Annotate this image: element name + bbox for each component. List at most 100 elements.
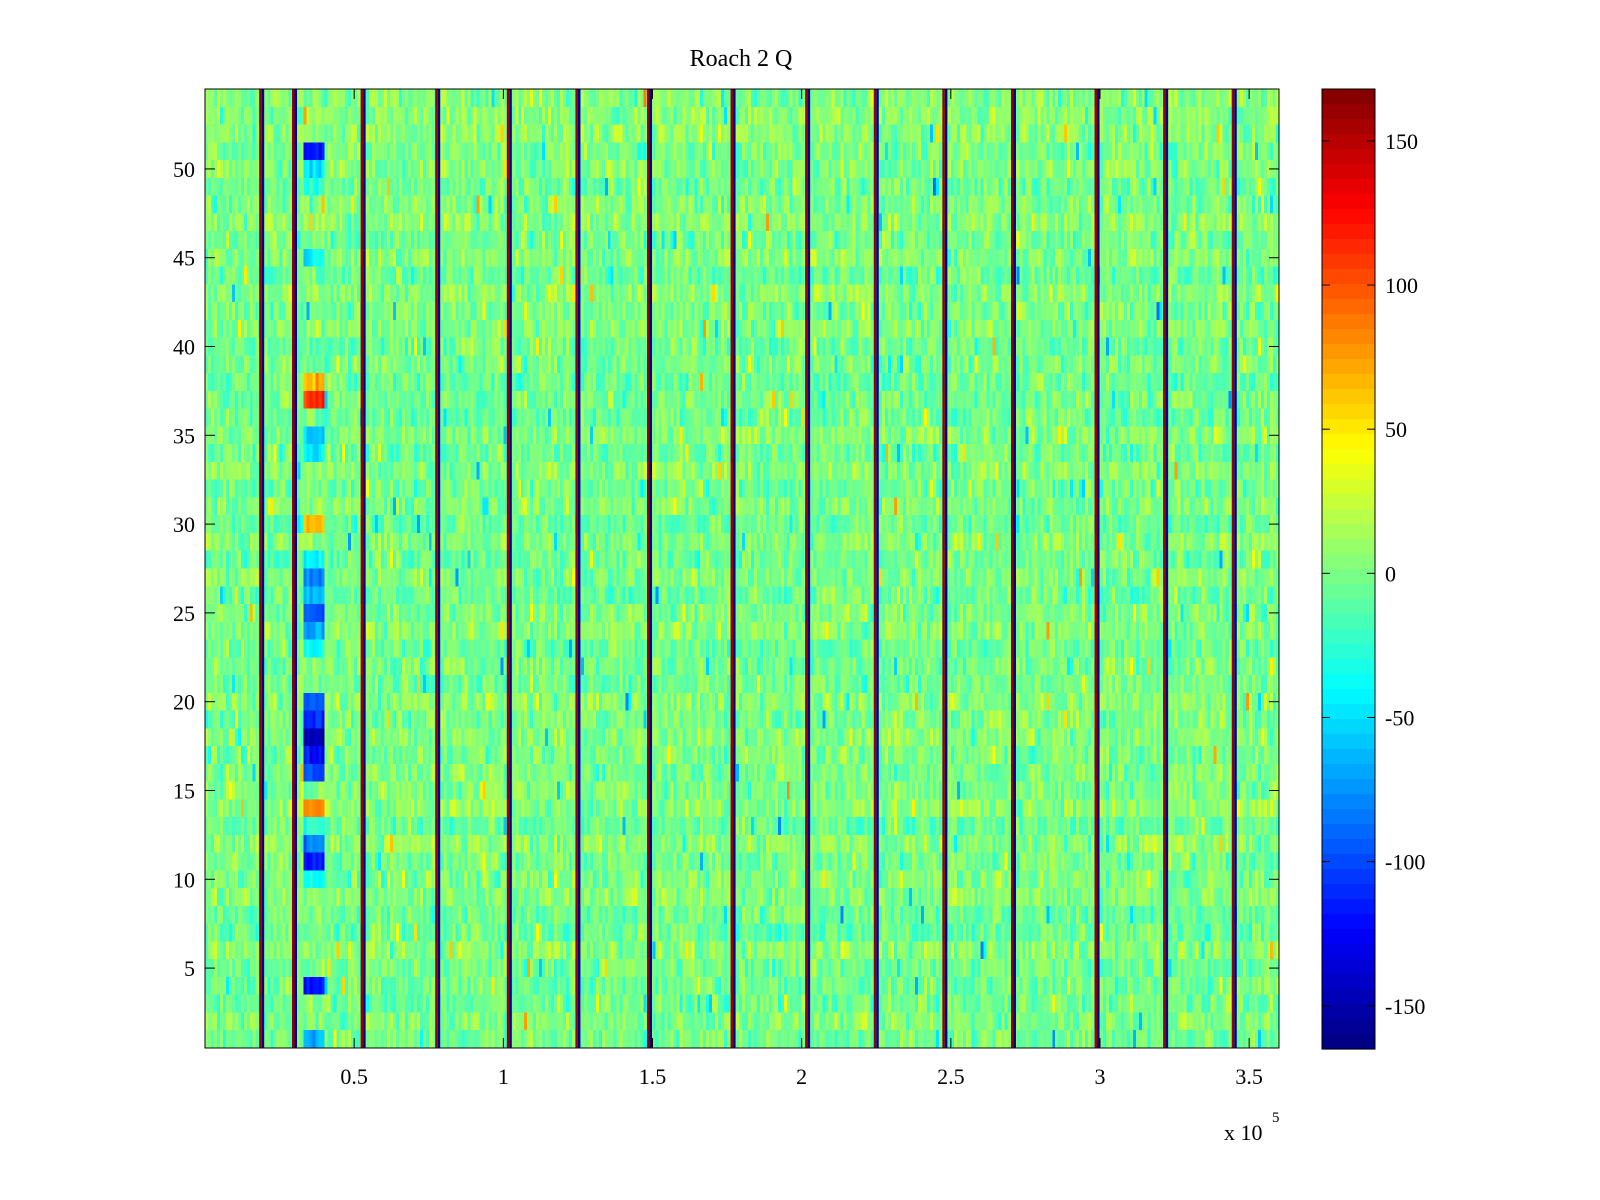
y-tick-label: 35 [173,423,195,448]
chart-title: Roach 2 Q [690,46,793,72]
colorbar-step [1322,884,1375,900]
colorbar-step [1322,464,1375,480]
x-tick-label: 3.5 [1235,1064,1263,1089]
colorbar-step [1322,389,1375,405]
stripe-7-blue [733,89,736,1048]
y-tick-label: 30 [173,512,195,537]
colorbar-tick-label: -50 [1385,705,1414,730]
colorbar-step [1322,509,1375,525]
y-tick-label: 25 [173,601,195,626]
colorbar-step [1322,614,1375,630]
colorbar-step [1322,749,1375,765]
colorbar-step [1322,329,1375,345]
colorbar-tick-label: 100 [1385,273,1418,298]
colorbar-step [1322,779,1375,795]
y-tick-label: 15 [173,778,195,803]
colorbar-step [1322,674,1375,690]
colorbar-step [1322,209,1375,225]
x-axis: 0.5 1 1.5 2 2.5 3 3.5 [340,89,1263,1089]
stripe-9-blue [876,89,879,1048]
stripe-4-blue [509,89,512,1048]
stripe-6-blue [649,89,653,1048]
colorbar-step [1322,224,1375,240]
colorbar-step [1322,944,1375,960]
colorbar-step [1322,914,1375,930]
x-tick-label: 1 [498,1064,509,1089]
stripe-2-blue [363,89,366,1048]
stripe-11-red [1010,89,1014,1048]
stripe-10-red [942,89,945,1048]
stripe-3-blue [437,89,441,1048]
stripe-6-red [647,89,650,1048]
colorbar-step [1322,554,1375,570]
stripe-2-red [360,89,364,1048]
colorbar-step [1322,599,1375,615]
stripe-13-red [1163,89,1166,1048]
colorbar [1321,88,1376,1050]
x-tick-label: 0.5 [340,1064,368,1089]
y-tick-label: 50 [173,157,195,182]
colorbar-step [1322,524,1375,540]
colorbar-step [1322,839,1375,855]
x-tick-label: 3 [1095,1064,1106,1089]
stripe-11-blue [1013,89,1016,1048]
colorbar-step [1322,704,1375,720]
colorbar-step [1322,104,1375,120]
colorbar-axis: 150 100 50 0 -50 -100 -150 [1322,129,1425,1019]
colorbar-step [1322,974,1375,990]
colorbar-step [1322,299,1375,315]
y-tick-label: 10 [173,867,195,892]
colorbar-step [1322,1019,1375,1035]
colorbar-step [1322,269,1375,285]
colorbar-step [1322,314,1375,330]
colorbar-step [1322,149,1375,165]
colorbar-step [1322,359,1375,375]
colorbar-step [1322,794,1375,810]
colorbar-step [1322,539,1375,555]
colorbar-step [1322,929,1375,945]
colorbar-step [1322,689,1375,705]
stripe-9-red [873,89,877,1048]
x-multiplier-label: x 10 [1224,1120,1263,1145]
colorbar-step [1322,989,1375,1005]
colorbar-step [1322,239,1375,255]
colorbar-tick-label: 0 [1385,561,1396,586]
colorbar-step [1322,584,1375,600]
y-tick-label: 45 [173,246,195,271]
colorbar-step [1322,644,1375,660]
stripe-1-blue [294,89,297,1048]
colorbar-step [1322,959,1375,975]
stripe-12-blue [1097,89,1100,1048]
colorbar-step [1322,254,1375,270]
colorbar-step [1322,494,1375,510]
y-axis: 5 10 15 20 25 30 35 40 45 50 [173,157,1279,981]
colorbar-step [1322,854,1375,870]
colorbar-step [1322,284,1375,300]
colorbar-step [1322,569,1375,585]
plot-frame [204,88,1280,1049]
x-multiplier-exponent: 5 [1272,1110,1280,1126]
colorbar-step [1322,374,1375,390]
colorbar-step [1322,164,1375,180]
colorbar-step [1322,809,1375,825]
colorbar-tick-label: -100 [1385,850,1425,875]
colorbar-step [1322,449,1375,465]
stripe-5-blue [577,89,581,1048]
stripe-7-red [730,89,734,1048]
stripe-3-red [435,89,438,1048]
colorbar-step [1322,734,1375,750]
colorbar-step [1322,869,1375,885]
heatmap-image [205,89,1279,1048]
stripe-12-red [1094,89,1098,1048]
colorbar-frame [1321,88,1376,1050]
colorbar-step [1322,434,1375,450]
heatmap-area [204,88,1280,1049]
colorbar-step [1322,899,1375,915]
y-tick-label: 40 [173,335,195,360]
colorbar-step [1322,344,1375,360]
y-tick-label: 5 [184,956,195,981]
stripe-0-red [259,89,262,1048]
colorbar-step [1322,659,1375,675]
colorbar-step [1322,134,1375,150]
